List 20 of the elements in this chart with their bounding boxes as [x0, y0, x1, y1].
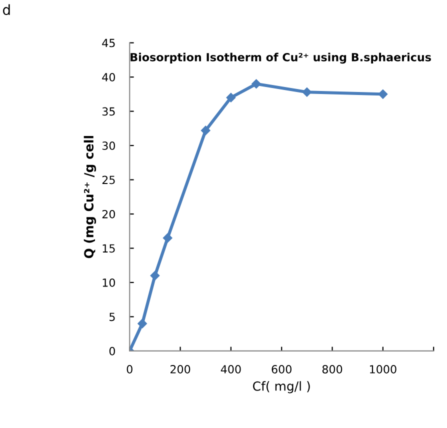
y-tick-label: 10: [102, 278, 116, 287]
y-axis-title: Q (mg Cu²⁺ /g cell: [84, 136, 96, 258]
y-tick-label: 15: [102, 244, 115, 253]
x-tick-label: 1000: [370, 365, 396, 374]
y-tick-label: 45: [102, 38, 115, 48]
text: Biosorption Isotherm of Cu²⁺ using B.sphaericus: [130, 52, 431, 64]
y-tick-label: 20: [102, 210, 116, 218]
x-tick-label: 0: [126, 365, 132, 374]
y-tick-label: 30: [102, 141, 116, 150]
x-tick-label: 800: [322, 365, 342, 374]
y-tick-label: 0: [109, 346, 116, 356]
x-tick-label: 200: [170, 365, 190, 374]
x-tick-label: 400: [220, 365, 241, 374]
y-tick-label: 40: [102, 73, 116, 82]
text: d: [3, 4, 10, 16]
y-tick-label: 25: [102, 176, 115, 184]
x-tick-label: 600: [272, 365, 292, 374]
y-tick-label: 5: [110, 312, 115, 322]
y-tick-label: 35: [102, 107, 115, 116]
x-axis-title: Cf( mg/l ): [253, 381, 310, 394]
